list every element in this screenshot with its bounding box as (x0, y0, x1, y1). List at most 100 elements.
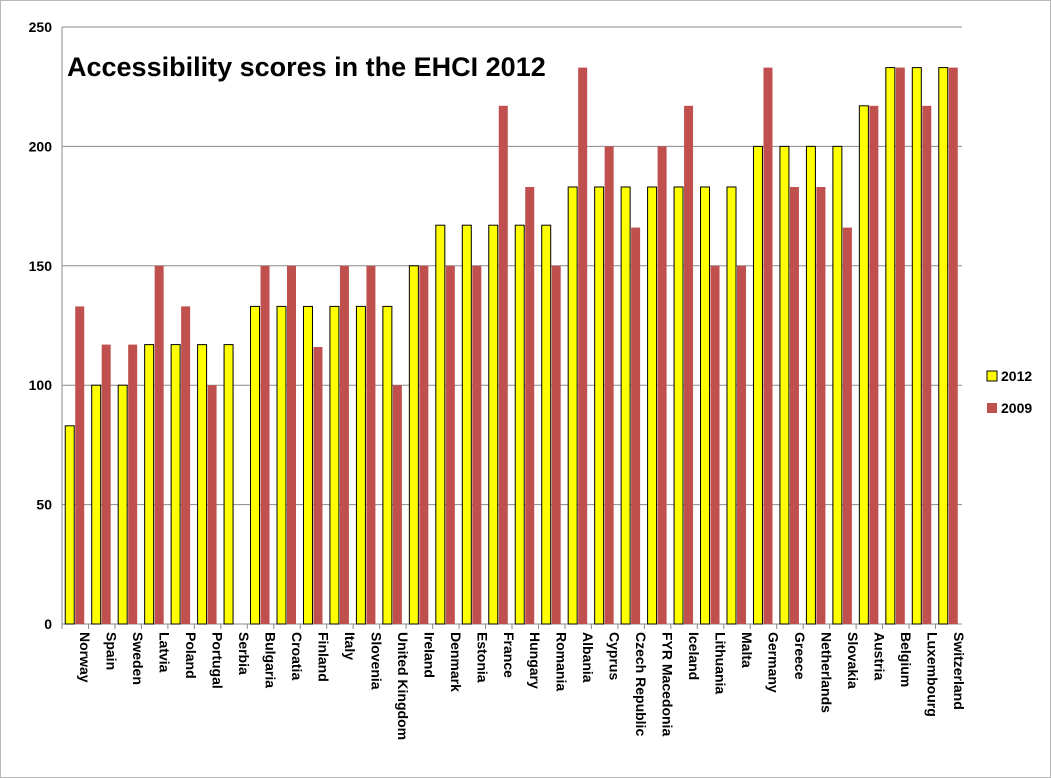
y-tick-label: 50 (36, 497, 52, 513)
bar-2009-malta (737, 265, 746, 624)
x-tick-label: Slovakia (845, 632, 861, 689)
x-tick-label: Poland (183, 632, 199, 679)
bar-2009-bulgaria (260, 265, 270, 624)
bar-2012-norway (64, 425, 75, 625)
legend-swatch-2009 (987, 403, 997, 413)
x-tick-label: Albania (580, 632, 596, 683)
bar-2009-croatia (287, 265, 296, 624)
x-tick-label: Iceland (686, 632, 702, 680)
bar-2009-united-kingdom (392, 385, 402, 624)
bar-2009-lithuania (710, 265, 720, 624)
x-tick-label: Italy (342, 632, 358, 660)
bar-2012-croatia (276, 305, 287, 625)
x-tick-label: Ireland (421, 632, 437, 678)
x-tick-label: FYR Macedonia (660, 632, 676, 736)
bar-2009-fyr-macedonia (657, 146, 667, 624)
bar-2009-luxembourg (922, 105, 932, 624)
bar-2012-bulgaria (250, 305, 261, 625)
bar-2009-greece (789, 186, 799, 624)
bar-2009-germany (763, 67, 773, 624)
bar-2009-latvia (154, 265, 164, 624)
bar-2009-romania (551, 265, 561, 624)
bar-2012-lithuania (700, 186, 711, 625)
x-tick-label: Serbia (236, 632, 252, 675)
x-tick-label: Denmark (448, 632, 464, 692)
bar-2009-iceland (684, 105, 694, 624)
y-tick-label: 100 (29, 377, 53, 393)
bar-2012-portugal (197, 344, 208, 625)
x-tick-label: Austria (871, 632, 887, 680)
bar-2009-poland (181, 306, 191, 624)
bar-2009-hungary (525, 186, 535, 624)
x-tick-label: Malta (739, 632, 755, 668)
bar-2012-united-kingdom (382, 305, 393, 625)
chart-title: Accessibility scores in the EHCI 2012 (67, 52, 546, 82)
x-tick-label: Estonia (474, 632, 490, 683)
bar-2012-sweden (117, 384, 128, 625)
bar-2009-slovakia (842, 227, 852, 625)
bar-2009-ireland (419, 265, 429, 624)
bar-2012-cyprus (594, 186, 605, 625)
bar-2012-spain (91, 384, 102, 625)
bar-2012-luxembourg (911, 67, 922, 625)
bar-2012-slovakia (832, 145, 843, 625)
bar-2009-portugal (207, 385, 217, 624)
bar-2009-estonia (472, 265, 482, 624)
bar-2009-belgium (895, 67, 905, 624)
bar-2012-malta (726, 186, 737, 625)
legend-swatch-2012 (986, 370, 998, 382)
bar-2009-france (498, 105, 508, 624)
x-tick-label: Hungary (527, 632, 543, 689)
x-tick-label: Luxembourg (924, 632, 940, 717)
bar-2009-finland (313, 346, 323, 624)
y-tick-label: 0 (44, 616, 52, 632)
x-tick-label: Bulgaria (263, 632, 279, 688)
x-tick-label: Netherlands (818, 632, 834, 713)
bar-2009-norway (75, 306, 85, 624)
x-tick-label: Greece (792, 632, 808, 680)
x-tick-label: Lithuania (713, 632, 729, 694)
x-tick-label: Croatia (289, 632, 305, 680)
x-tick-label: Romania (554, 632, 570, 691)
bar-2009-italy (339, 265, 349, 624)
bar-2012-slovenia (355, 305, 366, 625)
x-tick-label: Cyprus (607, 632, 623, 680)
bar-2009-austria (869, 105, 879, 624)
bar-2012-iceland (673, 186, 684, 625)
bar-2009-albania (578, 67, 588, 624)
x-tick-label: Spain (104, 632, 120, 670)
x-tick-label: Sweden (130, 632, 146, 685)
bar-2012-italy (329, 305, 340, 625)
y-tick-label: 250 (29, 19, 53, 35)
bar-2009-switzerland (948, 67, 958, 624)
bar-2012-fyr-macedonia (647, 186, 658, 625)
bar-2009-netherlands (816, 186, 826, 624)
legend-label-2009: 2009 (1001, 400, 1032, 416)
x-tick-label: Belgium (898, 632, 914, 687)
bar-2012-albania (567, 186, 578, 625)
x-tick-label: Germany (765, 632, 781, 693)
bar-2009-cyprus (604, 146, 614, 624)
bar-2012-denmark (435, 224, 446, 625)
x-tick-label: France (501, 632, 517, 678)
bar-2012-serbia (223, 344, 234, 625)
bar-2012-hungary (514, 224, 525, 625)
x-tick-label: Slovenia (368, 632, 384, 690)
y-tick-label: 150 (29, 258, 53, 274)
bar-2012-estonia (461, 224, 472, 625)
bar-2012-france (488, 224, 499, 625)
x-tick-label: Finland (315, 632, 331, 682)
x-tick-label: Switzerland (951, 632, 967, 710)
y-tick-label: 200 (29, 138, 53, 154)
bar-2012-ireland (408, 265, 419, 625)
x-tick-label: Norway (77, 632, 93, 683)
x-tick-label: Portugal (210, 632, 226, 689)
x-tick-label: Czech Republic (633, 632, 649, 736)
bar-2012-netherlands (805, 145, 816, 625)
bar-2009-denmark (445, 265, 455, 624)
bar-2009-spain (101, 344, 111, 624)
bar-2009-slovenia (366, 265, 376, 624)
bar-2012-belgium (885, 67, 896, 625)
bar-2012-czech-republic (620, 186, 631, 625)
